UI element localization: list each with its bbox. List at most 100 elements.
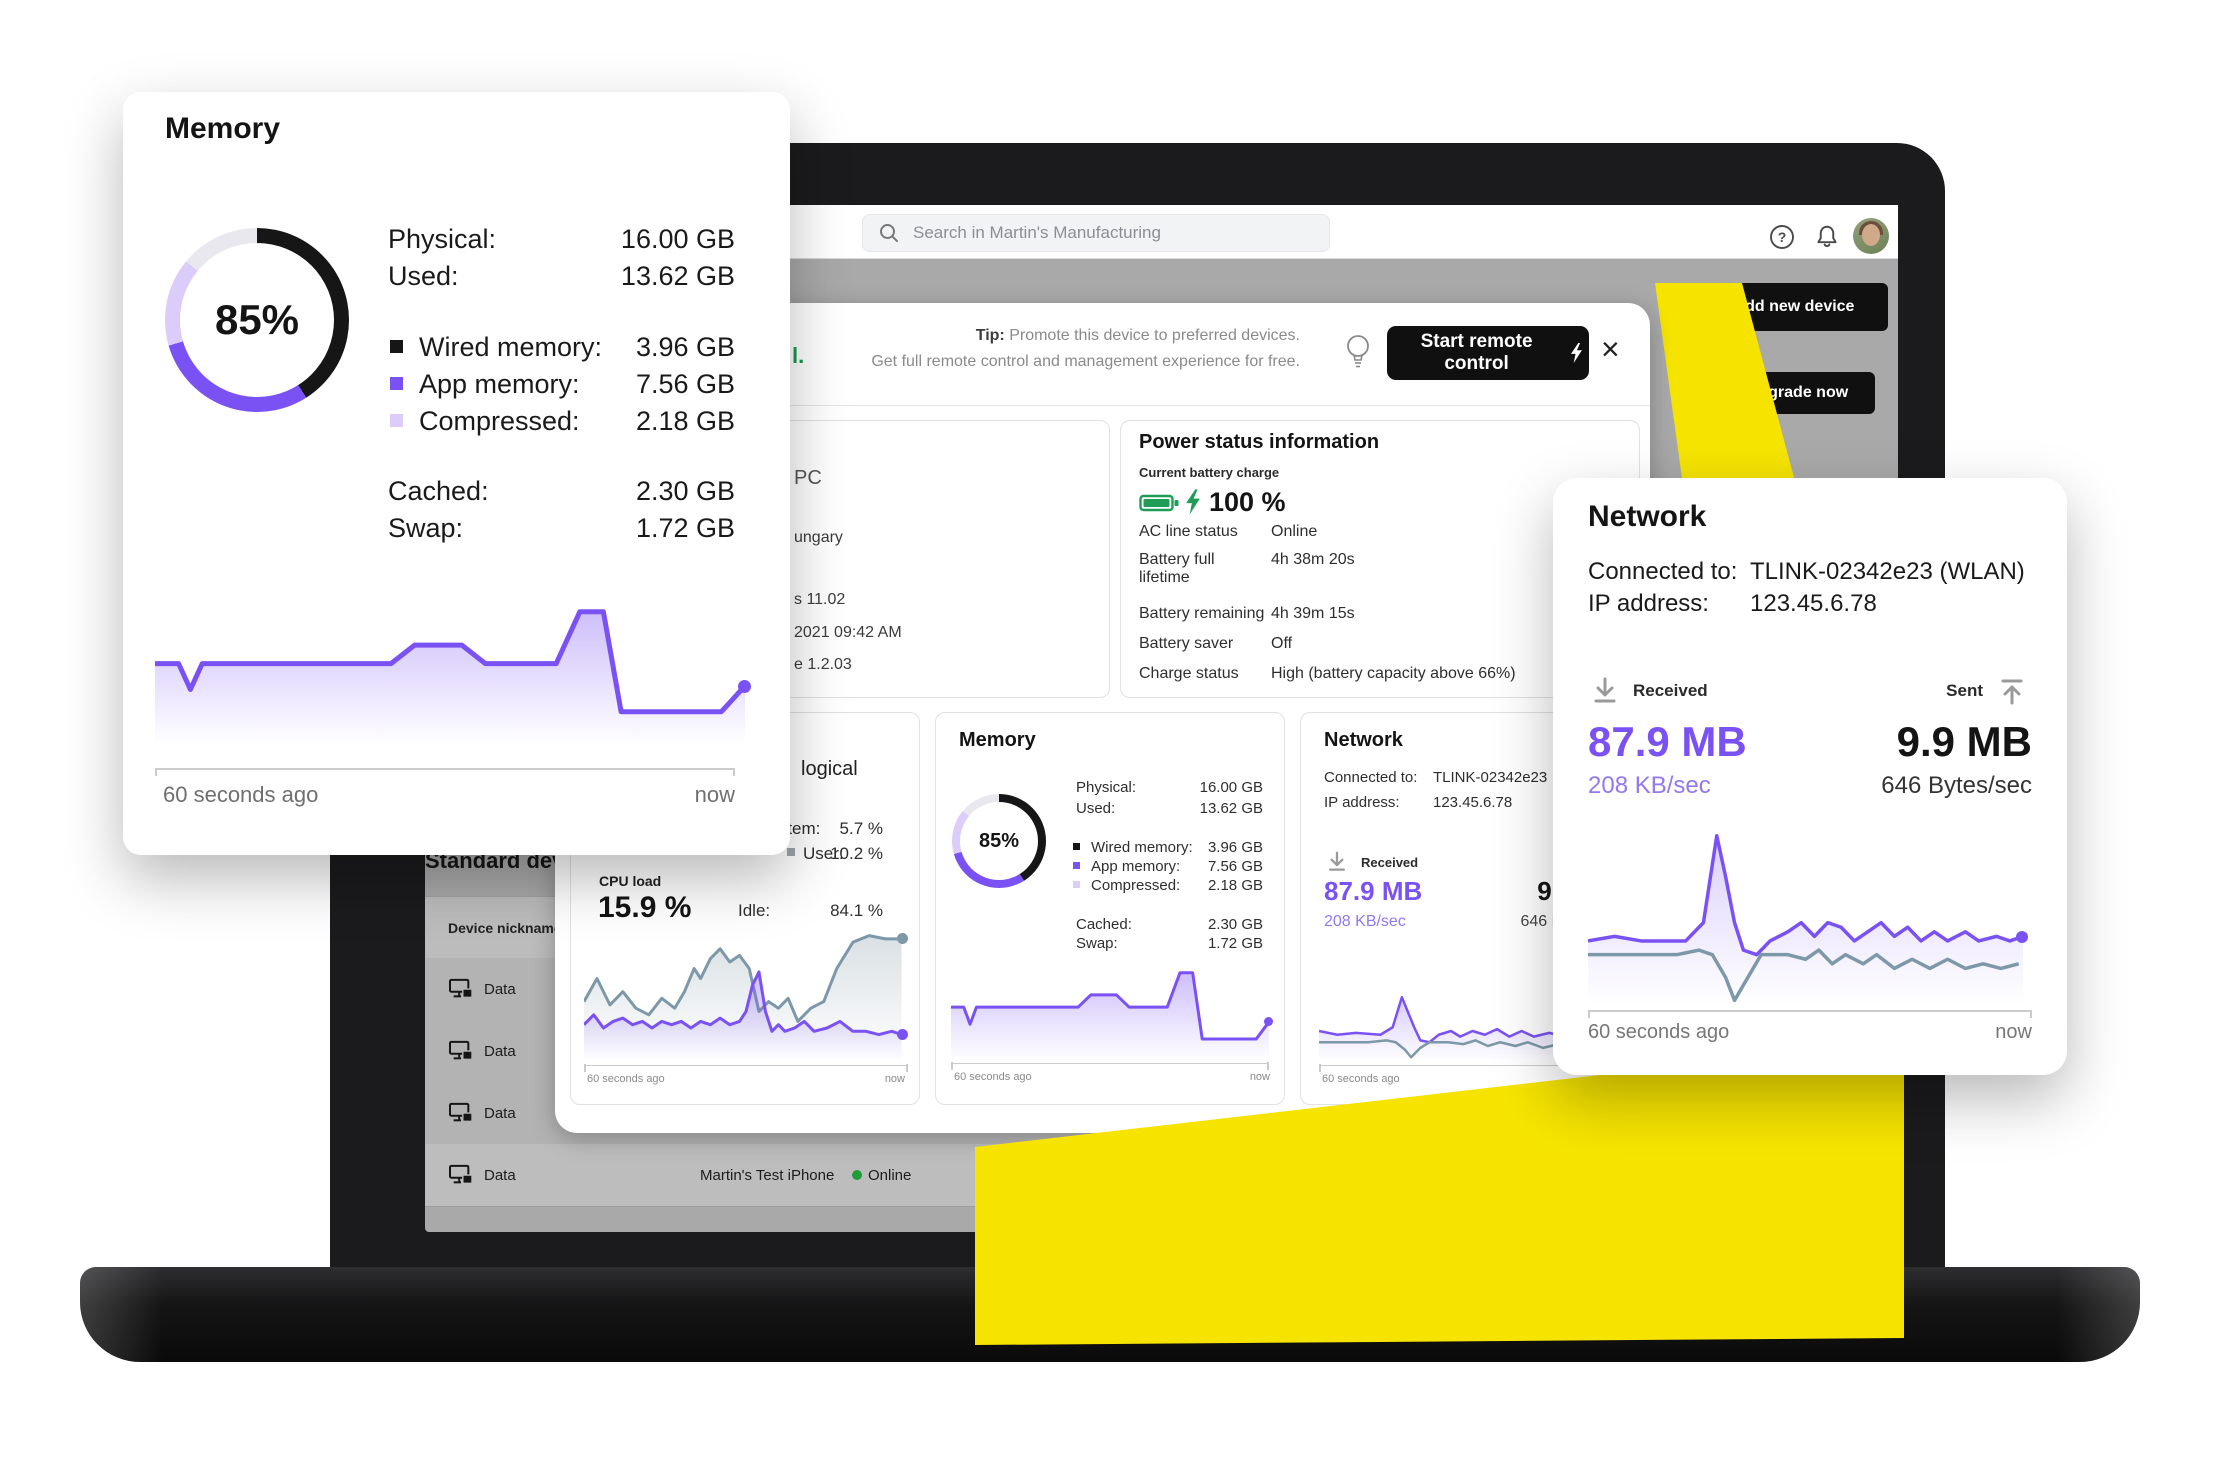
power-row-value: 4h 38m 20s [1271,551,1355,568]
compressed-bullet [390,414,403,427]
battery-icon [1139,494,1179,512]
start-remote-control-button[interactable]: Start remote control [1387,326,1589,380]
received-label: Received [1361,855,1419,870]
cpu-system-value: 5.7 % [839,819,883,838]
stat-value: 13.62 GB [620,261,735,291]
tip-bar: l. Tip: Promote this device to preferred… [555,303,1650,406]
search-input-container[interactable] [862,214,1330,252]
cpu-user-value: 10.2 % [830,844,883,863]
cpu-cores-fragment: logical [801,758,858,780]
axis-label: now [1249,1071,1270,1083]
charging-bolt-icon [1186,489,1200,515]
memory-chart-endpoint-dot [1264,1017,1273,1026]
device-monitor-icon [448,1164,473,1184]
power-row-value: 4h 39m 15s [1271,605,1355,622]
device-monitor-icon [448,978,473,998]
memory-overlay-card: Memory 85% Physical: 16.00 GB Used: 13.6… [123,92,790,855]
stat-label: Swap: [1076,935,1118,952]
memory-donut-chart: 85% [952,794,1046,888]
axis-label: 60 seconds ago [587,1073,665,1085]
stat-label: Physical: [388,224,497,254]
stat-value: 3.96 GB [1207,839,1263,856]
help-icon[interactable]: ? [1768,223,1796,251]
column-header-device-nickname: Device nickname [448,920,562,936]
received-rate: 208 KB/sec [1588,772,1711,799]
user-avatar[interactable] [1853,218,1889,254]
network-overlay-card: Network Connected to: TLINK-02342e23 (WL… [1553,478,2067,1075]
power-row-label: AC line status [1139,523,1238,540]
stat-value: 1.72 GB [635,513,735,543]
power-row-label: Battery remaining [1139,605,1265,622]
online-status-dot [852,1170,862,1180]
device-row-label: Data [484,1166,516,1184]
notifications-bell-icon[interactable] [1813,223,1841,251]
device-monitor-icon [448,1102,473,1122]
device-monitor-icon [448,1040,473,1060]
network-ip-label: IP address: [1588,590,1709,617]
stat-label: App memory: [419,369,580,399]
stat-value: 2.30 GB [1207,916,1263,933]
network-traffic-chart [1588,822,2032,1005]
stat-label: Cached: [388,476,489,506]
power-row-value: Online [1271,523,1318,540]
network-chart-axis [1588,1010,2032,1018]
device-info-fragment: ungary [794,529,843,546]
axis-label: now [1995,1021,2032,1043]
power-row-value: Off [1271,635,1293,652]
cpu-load-value: 15.9 % [598,891,692,924]
device-row-label: Data [484,1104,516,1122]
power-row-label: Battery full lifetime [1139,551,1215,587]
app-bullet [390,377,403,390]
device-info-fragment: s 11.02 [794,591,846,608]
lightning-bolt-icon [1571,343,1583,363]
sent-arrow-icon [2001,679,2023,705]
app-bullet [1073,862,1080,869]
memory-percent: 85% [180,243,334,397]
stat-label: Swap: [388,513,464,543]
sent-value: 9.9 MB [1896,718,2032,765]
tip-label: Tip: [975,327,1005,344]
cpu-user-label: User: [803,844,844,863]
axis-label: 60 seconds ago [954,1071,1032,1083]
device-info-fragment: PC [794,467,822,489]
stat-value: 3.96 GB [635,332,735,362]
device-row-label: Data [484,1042,516,1060]
power-panel-title: Power status information [1139,431,1380,453]
network-connected-label: Connected to: [1588,558,1738,585]
start-remote-control-label: Start remote control [1420,331,1533,374]
memory-percent: 85% [960,802,1038,880]
device-info-fragment: 2021 09:42 AM [794,624,902,641]
memory-panel-title: Memory [959,729,1036,751]
tip-text-line1: Tip: Promote this device to preferred de… [976,327,1300,345]
cpu-idle-label: Idle: [738,901,771,920]
device-name: Martin's Test iPhone [700,1166,835,1184]
memory-card-title: Memory [165,112,281,145]
tip-text-line2: Get full remote control and management e… [871,353,1300,370]
received-rate: 208 KB/sec [1324,913,1406,930]
tip-text: Promote this device to preferred devices… [1009,327,1300,344]
stat-label: Compressed: [1091,877,1181,894]
search-input[interactable] [911,222,1295,244]
memory-chart-axis [951,1062,1269,1070]
svg-text:?: ? [1778,229,1787,245]
axis-label: 60 seconds ago [1322,1073,1400,1085]
power-row-value: High (battery capacity above 66%) [1271,665,1516,682]
received-label: Received [1633,681,1708,700]
stat-label: Used: [388,261,459,291]
stat-value: 2.18 GB [635,406,735,436]
device-row-label: Data [484,980,516,998]
cpu-user-bullet [787,848,795,856]
battery-charge-label: Current battery charge [1139,465,1280,480]
lightbulb-icon [1347,335,1369,368]
stat-label: Cached: [1076,916,1132,933]
network-panel-title: Network [1324,729,1403,751]
close-icon[interactable]: × [1601,331,1620,367]
stat-value: 2.18 GB [1207,877,1263,894]
stat-label: Compressed: [419,406,580,436]
network-ip-value: 123.45.6.78 [1750,590,1877,617]
memory-usage-chart [951,963,1269,1061]
network-connected-value: TLINK-02342e23 [1433,769,1548,786]
received-arrow-icon [1594,677,1616,703]
wired-bullet [1073,843,1080,850]
